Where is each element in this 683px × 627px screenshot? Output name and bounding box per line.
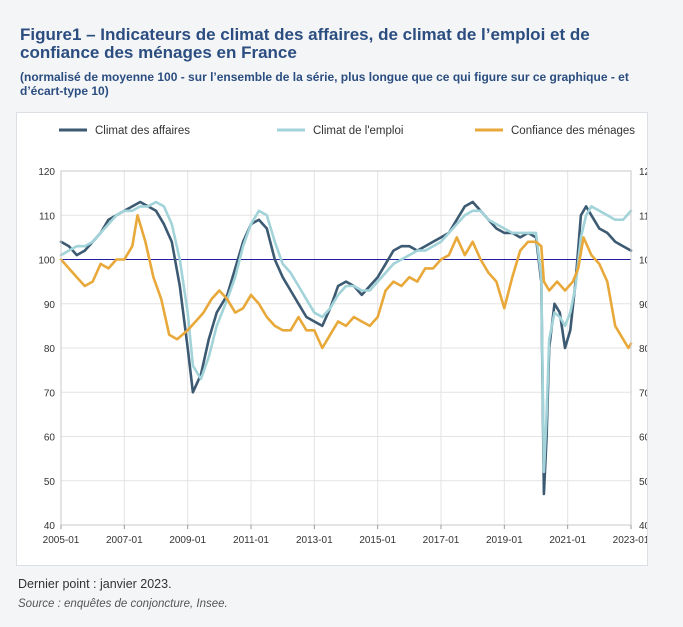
y-tick-label-left: 110 [39, 211, 55, 222]
y-tick-label-right: 120 [639, 167, 647, 178]
x-tick-label: 2017-01 [423, 535, 460, 546]
x-tick-label: 2021-01 [549, 535, 586, 546]
y-tick-label-right: 80 [639, 344, 647, 355]
x-tick-label: 2011-01 [233, 535, 269, 546]
y-tick-label-left: 40 [44, 521, 56, 532]
legend-label: Climat des affaires [95, 125, 190, 137]
source-note: Source : enquêtes de conjoncture, Insee. [18, 598, 228, 610]
chart-legend: Climat des affaires Climat de l'emploi Con… [59, 125, 635, 137]
x-tick-label: 2005-01 [43, 535, 80, 546]
chart-panel: Climat des affaires Climat de l'emploi Con… [16, 112, 648, 566]
y-tick-label-right: 70 [639, 388, 647, 399]
series-line-3 [59, 214, 633, 350]
y-tick-label-right: 50 [639, 477, 647, 488]
series-line-2 [59, 200, 633, 474]
y-tick-label-left: 90 [44, 300, 56, 311]
plot-frame [60, 170, 632, 526]
y-tick-label-left: 70 [44, 388, 56, 399]
y-tick-label-left: 100 [38, 256, 55, 267]
x-tick-label: 2015-01 [359, 535, 396, 546]
legend-label: Climat de l'emploi [313, 125, 403, 137]
y-tick-label-right: 60 [639, 433, 647, 444]
series-lines [59, 200, 633, 496]
last-point-note: Dernier point : janvier 2023. [18, 577, 172, 591]
y-tick-label-left: 120 [38, 167, 55, 178]
y-tick-label-right: 90 [639, 300, 647, 311]
x-tick-label: 2019-01 [486, 535, 523, 546]
y-tick-label-right: 100 [639, 256, 647, 267]
chart-subtitle: (normalisé de moyenne 100 - sur l’ensemb… [20, 70, 629, 98]
y-tick-label-right: 110 [639, 211, 647, 222]
x-tick-label: 2013-01 [296, 535, 333, 546]
x-tick-label: 2023-01 [613, 535, 647, 546]
y-tick-label-right: 40 [639, 521, 647, 532]
y-tick-label-left: 60 [44, 433, 56, 444]
y-tick-label-left: 50 [44, 477, 56, 488]
x-tick-label: 2009-01 [169, 535, 206, 546]
y-tick-label-left: 80 [44, 344, 56, 355]
line-chart: Climat des affaires Climat de l'emploi Con… [38, 125, 647, 546]
chart-axes: 40 40 50 50 60 60 70 70 80 80 90 90 100 100 110 110 120 1… [38, 167, 647, 546]
legend-label: Confiance des ménages [511, 125, 635, 137]
chart-title: Figure1 – Indicateurs de climat des affa… [20, 25, 590, 62]
x-tick-label: 2007-01 [106, 535, 143, 546]
